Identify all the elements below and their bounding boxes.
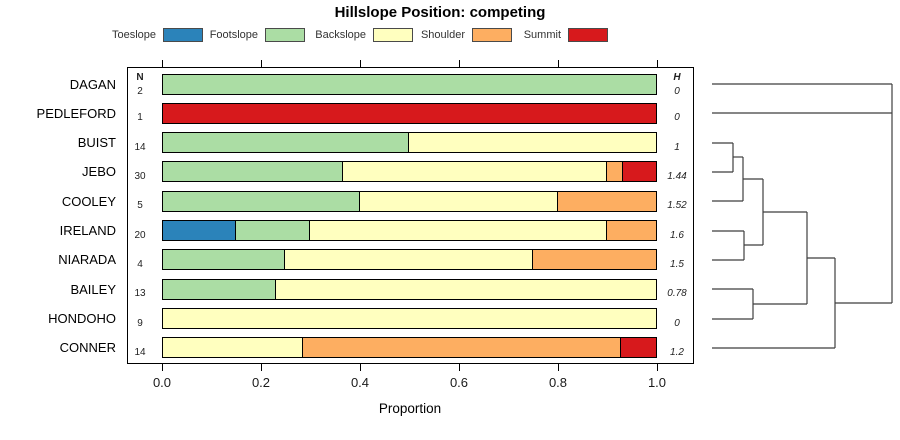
h-value: 1.44 (667, 170, 687, 182)
h-value: 0 (674, 317, 680, 329)
h-column-header: H (673, 72, 681, 83)
n-value: 30 (134, 170, 146, 182)
n-value: 9 (137, 317, 143, 329)
legend-swatch (265, 28, 305, 42)
legend-item: Shoulder (352, 27, 512, 43)
row-label: IRELAND (59, 223, 116, 239)
legend-swatch (373, 28, 413, 42)
bar-segment (162, 102, 657, 124)
legend-label: Summit (523, 29, 561, 41)
x-tick (657, 364, 659, 371)
n-value: 20 (134, 229, 146, 241)
bar-segment (162, 73, 657, 95)
x-tick (360, 60, 362, 67)
bar-segment (620, 337, 657, 359)
h-value: 1.6 (670, 229, 684, 241)
legend-swatch (163, 28, 203, 42)
row-label: HONDOHO (48, 311, 116, 327)
x-tick (558, 364, 560, 371)
x-tick (558, 60, 560, 67)
legend-label: Footslope (209, 29, 258, 41)
n-value: 4 (137, 258, 143, 270)
x-tick (261, 364, 263, 371)
h-value: 0 (674, 112, 680, 124)
legend-item: Backslope (253, 27, 413, 43)
x-tick (360, 364, 362, 371)
bar-segment (606, 220, 657, 242)
n-value: 13 (134, 288, 146, 300)
h-value: 1.5 (670, 258, 684, 270)
x-tick-label: 0.4 (350, 375, 370, 390)
h-value: 1.52 (667, 200, 687, 212)
x-tick (162, 364, 164, 371)
bar-segment (274, 278, 657, 300)
bar-segment (556, 190, 657, 212)
n-column-header: N (136, 72, 144, 83)
x-tick-label: 0.2 (251, 375, 271, 390)
x-tick (162, 60, 164, 67)
x-tick-label: 1.0 (647, 375, 667, 390)
h-value: 1.2 (670, 346, 684, 358)
legend-label: Backslope (315, 29, 366, 41)
h-value: 1 (674, 141, 680, 153)
legend-label: Shoulder (420, 29, 465, 41)
legend-swatch (568, 28, 608, 42)
x-tick-label: 0.8 (548, 375, 568, 390)
row-label: BAILEY (70, 281, 116, 297)
x-axis-label: Proportion (378, 401, 442, 416)
legend-item: Summit (448, 27, 608, 43)
bar-segment (622, 161, 657, 183)
bar-segment (531, 249, 657, 271)
row-label: PEDLEFORD (36, 105, 116, 121)
row-label: COOLEY (61, 193, 116, 209)
h-value: 0 (674, 86, 680, 97)
x-tick (459, 364, 461, 371)
n-value: 2 (137, 86, 143, 97)
n-value: 14 (134, 346, 146, 358)
legend-swatch (472, 28, 512, 42)
row-label: JEBO (82, 164, 116, 180)
n-value: 1 (137, 112, 143, 124)
x-tick (261, 60, 263, 67)
row-label: CONNER (59, 340, 116, 356)
bar-segment (408, 132, 657, 154)
legend: Toeslope Footslope Backslope Shoulder Summit (0, 27, 900, 45)
x-tick (657, 60, 659, 67)
row-label: BUIST (77, 135, 116, 151)
row-label: DAGAN (69, 76, 116, 92)
bar-segment (162, 308, 657, 330)
x-tick (459, 60, 461, 67)
row-label: NIARADA (58, 252, 116, 268)
h-value: 0.78 (667, 288, 687, 300)
n-value: 14 (134, 141, 146, 153)
legend-item: Footslope (145, 27, 305, 43)
chart-title: Hillslope Position: competing (334, 4, 546, 21)
n-value: 5 (137, 200, 143, 212)
x-tick-label: 0.6 (449, 375, 469, 390)
legend-label: Toeslope (111, 29, 156, 41)
legend-item: Toeslope (43, 27, 203, 43)
x-tick-label: 0.0 (152, 375, 172, 390)
